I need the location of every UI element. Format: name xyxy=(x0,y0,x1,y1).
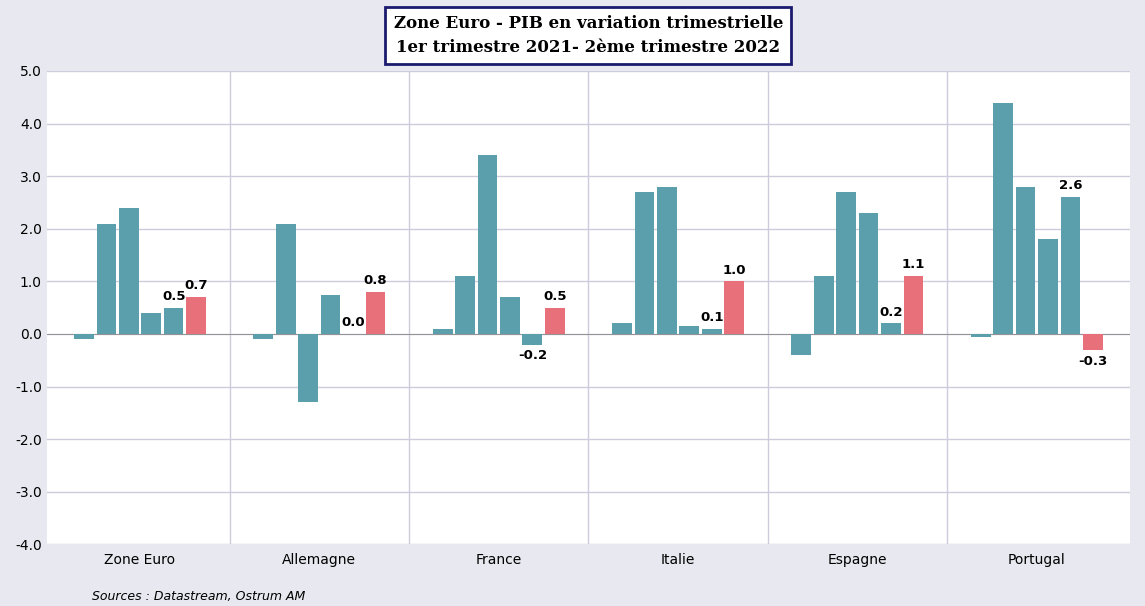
Bar xyxy=(725,281,744,334)
Bar xyxy=(657,187,677,334)
Bar xyxy=(791,334,811,355)
Bar xyxy=(545,308,564,334)
Bar xyxy=(276,224,295,334)
Text: 2.6: 2.6 xyxy=(1059,179,1082,193)
Bar xyxy=(814,276,834,334)
Bar xyxy=(1039,239,1058,334)
Text: 0.5: 0.5 xyxy=(161,290,185,303)
Bar xyxy=(1083,334,1103,350)
Bar xyxy=(613,324,632,334)
Bar xyxy=(859,213,878,334)
Text: 1.1: 1.1 xyxy=(902,258,925,271)
Bar xyxy=(365,292,385,334)
Text: -0.3: -0.3 xyxy=(1079,355,1107,367)
Bar xyxy=(882,324,901,334)
Text: 0.2: 0.2 xyxy=(879,306,902,319)
Title: Zone Euro - PIB en variation trimestrielle
1er trimestre 2021- 2ème trimestre 20: Zone Euro - PIB en variation trimestriel… xyxy=(394,15,783,56)
Bar xyxy=(836,192,856,334)
Bar xyxy=(187,297,206,334)
Bar xyxy=(903,276,923,334)
Bar xyxy=(971,334,990,336)
Bar xyxy=(679,326,700,334)
Bar xyxy=(433,328,452,334)
Text: -0.2: -0.2 xyxy=(518,349,547,362)
Bar xyxy=(522,334,543,345)
Text: 0.5: 0.5 xyxy=(543,290,567,303)
Text: Sources : Datastream, Ostrum AM: Sources : Datastream, Ostrum AM xyxy=(92,590,305,603)
Text: 0.8: 0.8 xyxy=(364,274,387,287)
Bar xyxy=(141,313,161,334)
Text: 0.1: 0.1 xyxy=(700,311,724,324)
Bar xyxy=(993,102,1013,334)
Bar xyxy=(1060,197,1080,334)
Bar xyxy=(298,334,318,402)
Bar xyxy=(119,208,139,334)
Bar xyxy=(164,308,183,334)
Bar xyxy=(1016,187,1035,334)
Bar xyxy=(500,297,520,334)
Bar xyxy=(74,334,94,339)
Text: 0.0: 0.0 xyxy=(341,316,365,329)
Text: 0.7: 0.7 xyxy=(184,279,207,293)
Bar xyxy=(634,192,654,334)
Bar xyxy=(321,295,340,334)
Bar xyxy=(253,334,274,339)
Bar xyxy=(96,224,117,334)
Bar xyxy=(456,276,475,334)
Bar xyxy=(477,155,497,334)
Text: 1.0: 1.0 xyxy=(722,264,745,277)
Bar xyxy=(702,328,721,334)
